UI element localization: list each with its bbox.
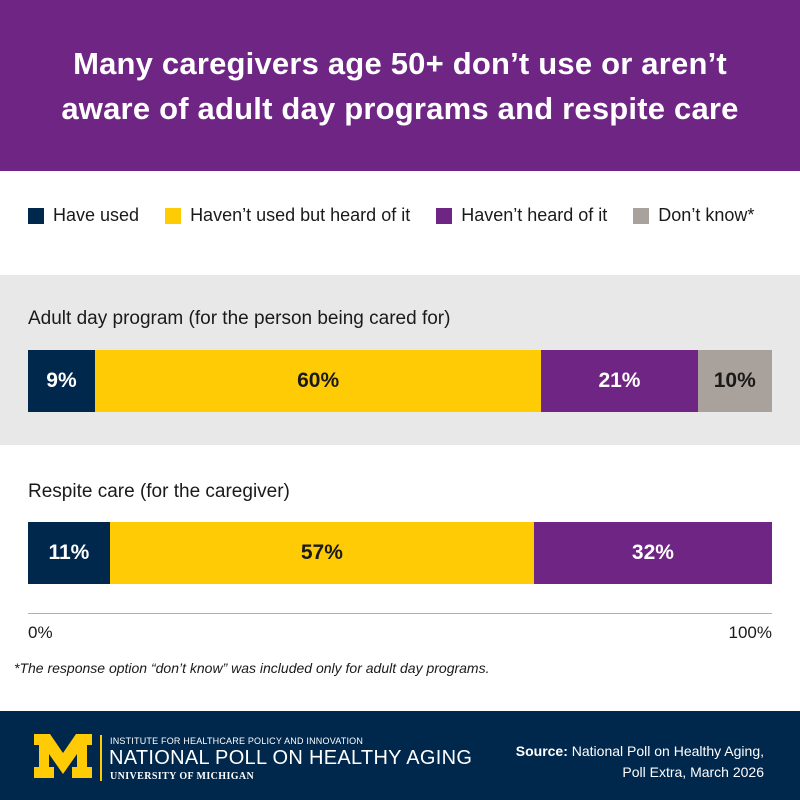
- stacked-bar-respite: 11% 57% 32%: [28, 522, 772, 584]
- chart-title: Many caregivers age 50+ don’t use or are…: [61, 45, 739, 126]
- legend-item-heard-of: Haven’t used but heard of it: [165, 205, 410, 226]
- data-label: 21%: [598, 369, 641, 392]
- chart-legend: Have used Haven’t used but heard of it H…: [28, 205, 788, 226]
- legend-label: Haven’t heard of it: [461, 205, 608, 225]
- bar-segment-heard-of: 57%: [109, 522, 534, 584]
- legend-label: Don’t know*: [658, 205, 755, 225]
- data-label: 32%: [631, 541, 674, 564]
- data-label: 9%: [46, 369, 77, 392]
- data-label: 11%: [48, 541, 90, 564]
- data-label: 57%: [300, 541, 343, 564]
- bar-segment-not-heard: 32%: [533, 522, 772, 584]
- footer: INSTITUTE FOR HEALTHCARE POLICY AND INNO…: [0, 711, 800, 800]
- legend-item-have-used: Have used: [28, 205, 139, 226]
- legend-label: Haven’t used but heard of it: [190, 205, 411, 225]
- university-name: UNIVERSITY OF MICHIGAN: [110, 771, 255, 782]
- source-line-1: National Poll on Healthy Aging,: [571, 743, 764, 759]
- bar-segment-have-used: 9%: [28, 350, 95, 412]
- bar-segment-not-heard: 21%: [541, 350, 698, 412]
- legend-swatch: [165, 207, 182, 224]
- x-tick-min: 0%: [28, 623, 53, 642]
- bar-segment-dont-know: 10%: [697, 350, 772, 412]
- legend-item-not-heard: Haven’t heard of it: [436, 205, 607, 226]
- row-label-respite: Respite care (for the caregiver): [28, 481, 290, 502]
- institute-name: INSTITUTE FOR HEALTHCARE POLICY AND INNO…: [110, 736, 364, 746]
- logo-divider: [100, 735, 102, 781]
- data-label: 10%: [713, 369, 756, 392]
- poll-name: NATIONAL POLL ON HEALTHY AGING: [109, 747, 473, 769]
- source-citation: Source: National Poll on Healthy Aging, …: [516, 741, 764, 783]
- bar-segment-heard-of: 60%: [94, 350, 542, 412]
- row-label-adult-day: Adult day program (for the person being …: [28, 308, 451, 329]
- data-label: 60%: [297, 369, 340, 392]
- legend-label: Have used: [53, 205, 140, 225]
- legend-swatch: [633, 207, 650, 224]
- stacked-bar-adult-day: 9% 60% 21% 10%: [28, 350, 772, 412]
- university-m-logo: [34, 734, 92, 778]
- legend-swatch: [28, 207, 44, 224]
- x-axis-line: [28, 613, 772, 614]
- x-tick-max: 100%: [728, 623, 772, 642]
- source-label: Source:: [515, 743, 568, 759]
- legend-item-dont-know: Don’t know*: [633, 205, 754, 226]
- bar-segment-have-used: 11%: [28, 522, 110, 584]
- header-banner: Many caregivers age 50+ don’t use or are…: [0, 0, 800, 171]
- source-line-2: Poll Extra, March 2026: [622, 764, 764, 780]
- legend-swatch: [436, 207, 453, 224]
- footnote: *The response option “don’t know” was in…: [14, 660, 490, 676]
